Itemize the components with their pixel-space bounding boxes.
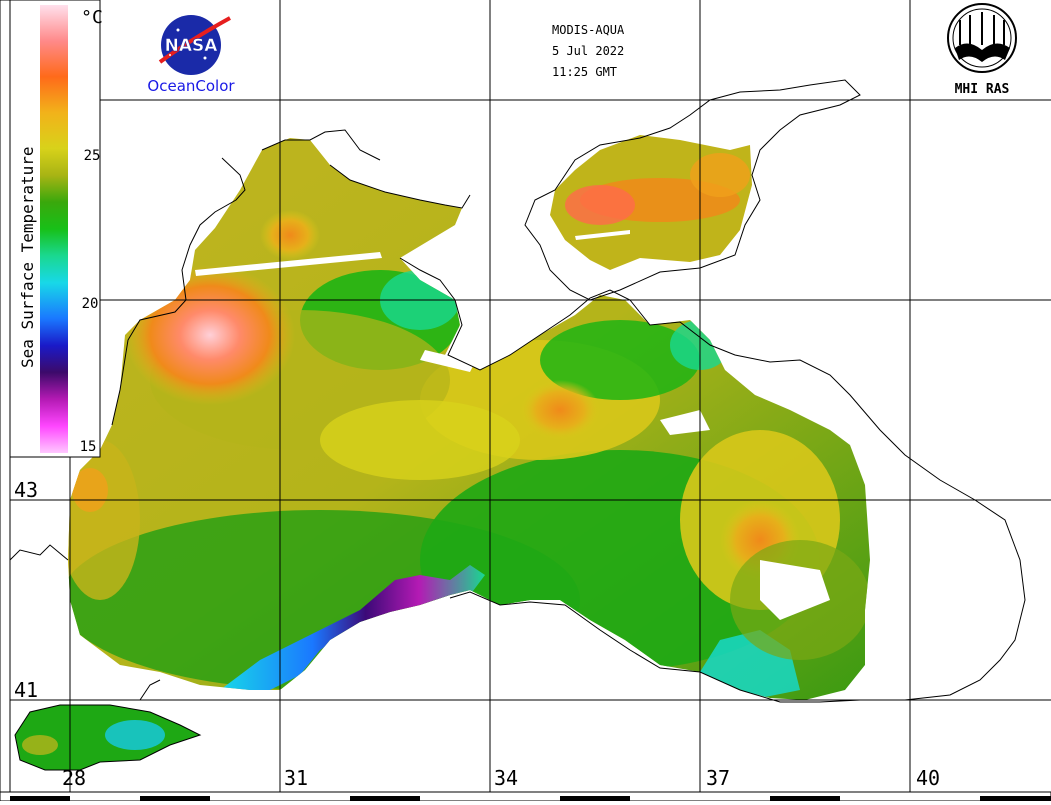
date-label: 5 Jul 2022 [552, 44, 624, 58]
legend-title: Sea Surface Temperature [18, 146, 37, 368]
mhi-ras-text: MHI RAS [955, 82, 1010, 97]
lat-label-41: 41 [14, 678, 38, 702]
lon-label-28: 28 [62, 766, 86, 790]
oceancolor-text: OceanColor [147, 77, 235, 95]
acquisition-info: MODIS-AQUA 5 Jul 2022 11:25 GMT [552, 23, 625, 79]
legend-panel: °C 25 20 15 Sea Surface Temperature [9, 0, 103, 458]
sensor-label: MODIS-AQUA [552, 23, 625, 37]
legend-unit: °C [81, 7, 103, 28]
sea-of-marmara [15, 705, 200, 770]
legend-tick-20: 20 [82, 296, 99, 312]
mhi-ras-logo: MHI RAS [947, 3, 1017, 97]
graticule [10, 0, 1051, 792]
legend-tick-25: 25 [84, 148, 101, 164]
lon-label-37: 37 [706, 766, 730, 790]
nasa-logo-text: NASA [165, 36, 219, 56]
lon-label-40: 40 [916, 766, 940, 790]
longitude-scale [0, 791, 1051, 802]
time-label: 11:25 GMT [552, 65, 617, 79]
lon-label-34: 34 [494, 766, 518, 790]
sea-temperature-field [68, 138, 870, 700]
latitude-labels: 43 41 [14, 478, 38, 702]
nasa-oceancolor-logo: NASA OceanColor [147, 15, 235, 95]
coastline [9, 79, 1026, 771]
lat-label-43: 43 [14, 478, 38, 502]
lon-label-31: 31 [284, 766, 308, 790]
longitude-labels: 28 31 34 37 40 [62, 766, 940, 790]
legend-color-bar [40, 5, 68, 453]
legend-tick-15: 15 [80, 439, 97, 455]
